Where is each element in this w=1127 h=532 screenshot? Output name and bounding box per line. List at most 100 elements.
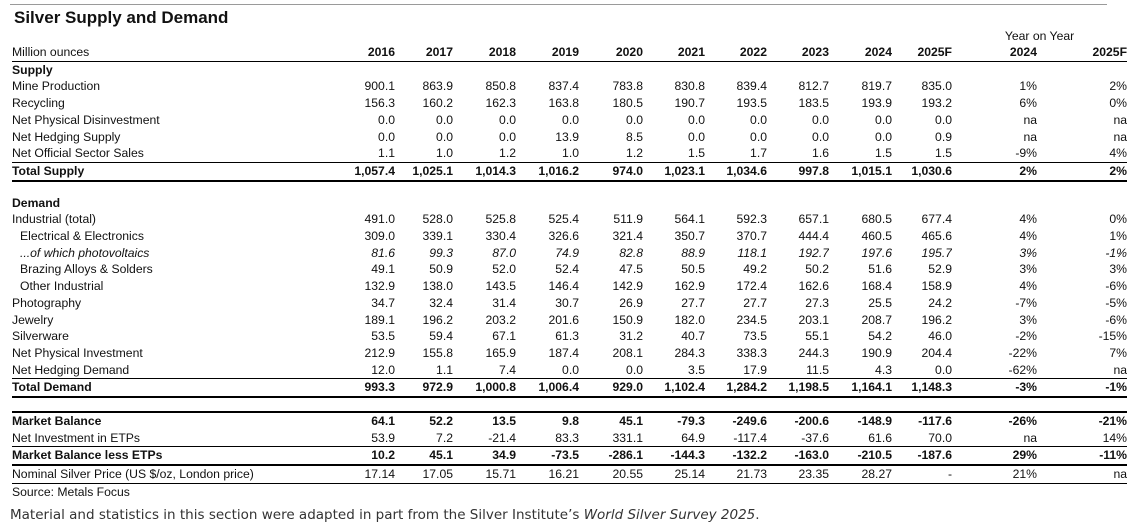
yoy-cell: 2% — [1037, 161, 1127, 182]
value-cell: 284.3 — [674, 345, 706, 360]
value-cell: 163.8 — [548, 96, 580, 111]
value-cell: 8.5 — [626, 129, 643, 144]
year-header: 2016 — [290, 44, 395, 62]
value-cell: 812.7 — [798, 79, 830, 94]
value-cell: 70.0 — [928, 430, 952, 445]
value-cell: 27.7 — [681, 295, 705, 310]
value-cell: 1,030.6 — [892, 161, 952, 182]
value-cell: 592.3 — [736, 212, 768, 227]
value-cell: 339.1 — [422, 229, 454, 244]
value-cell: 158.9 — [921, 279, 953, 294]
year-header: 2023 — [767, 44, 829, 62]
value-cell: 203.1 — [798, 312, 830, 327]
value-cell: 1.1 — [436, 362, 453, 377]
yoy-cell: na — [1037, 465, 1127, 484]
value-cell: 54.2 — [868, 329, 892, 344]
value-cell: 81.6 — [371, 245, 395, 260]
value-cell: 15.71 — [453, 465, 516, 484]
value-cell: 244.3 — [798, 345, 830, 360]
value-cell: 193.9 — [861, 96, 893, 111]
value-cell: 819.7 — [861, 79, 893, 94]
value-cell: -117.6 — [892, 411, 952, 430]
yoy-cell: -1% — [1037, 378, 1127, 399]
value-cell: 837.4 — [548, 79, 580, 94]
value-cell: 0.0 — [688, 129, 705, 144]
value-cell: 73.5 — [743, 329, 767, 344]
value-cell: 21.73 — [705, 465, 767, 484]
value-cell: -21.4 — [488, 430, 516, 445]
year-header: 2021 — [643, 44, 705, 62]
header-row: Million ounces 2016 2017 2018 2019 2020 … — [12, 44, 1127, 62]
value-cell: 25.5 — [868, 295, 892, 310]
row-label: Net Hedging Demand — [12, 362, 130, 377]
value-cell: 53.5 — [371, 329, 395, 344]
footnote: Material and statistics in this section … — [10, 507, 760, 523]
value-cell: 40.7 — [681, 329, 705, 344]
value-cell: 326.6 — [548, 229, 580, 244]
value-cell: 34.9 — [453, 446, 516, 467]
section-label: Supply — [12, 62, 53, 77]
value-cell: 146.4 — [548, 279, 580, 294]
value-cell: -286.1 — [579, 446, 643, 467]
value-cell: 974.0 — [579, 161, 643, 182]
value-cell: 47.5 — [619, 262, 643, 277]
table-row: Net Physical Investment 212.9 155.8 165.9 18… — [12, 345, 1127, 362]
value-cell: 0.0 — [562, 112, 579, 127]
value-cell: 67.1 — [492, 329, 516, 344]
value-cell: 45.1 — [579, 411, 643, 430]
value-cell: 45.1 — [395, 446, 453, 467]
value-cell: 1.5 — [875, 146, 892, 161]
value-cell: 7.2 — [436, 430, 453, 445]
value-cell: 59.4 — [429, 329, 453, 344]
value-cell: 204.4 — [921, 345, 953, 360]
total-row: Total Demand 993.3 972.9 1,000.8 1,006.4 929.… — [12, 378, 1127, 399]
table-row: Net Hedging Supply 0.0 0.0 0.0 13.9 8.5 0.0 0.0… — [12, 129, 1127, 146]
value-cell: 0.0 — [499, 112, 516, 127]
value-cell: 201.6 — [548, 312, 580, 327]
yoy-cell: 6% — [1019, 96, 1037, 111]
value-cell: 835.0 — [921, 79, 953, 94]
yoy-cell: 1% — [1109, 229, 1127, 244]
row-label: Net Hedging Supply — [12, 129, 121, 144]
value-cell: 330.4 — [485, 229, 517, 244]
value-cell: 88.9 — [681, 245, 705, 260]
value-cell: 196.2 — [921, 312, 953, 327]
value-cell: 680.5 — [861, 212, 893, 227]
value-cell: 30.7 — [555, 295, 579, 310]
row-label: Total Demand — [12, 378, 290, 399]
value-cell: 0.0 — [562, 362, 579, 377]
value-cell: 50.2 — [805, 262, 829, 277]
value-cell: 168.4 — [861, 279, 893, 294]
value-cell: 0.0 — [436, 112, 453, 127]
value-cell: 0.0 — [812, 129, 829, 144]
value-cell: 321.4 — [612, 229, 644, 244]
value-cell: 182.0 — [674, 312, 706, 327]
row-label: Other Industrial — [20, 279, 104, 294]
yoy-cell: 7% — [1109, 345, 1127, 360]
table-row: Net Official Sector Sales 1.1 1.0 1.2 1.0 1.2… — [12, 145, 1127, 162]
value-cell: 1,000.8 — [453, 378, 516, 399]
value-cell: 465.6 — [921, 229, 953, 244]
value-cell: 196.2 — [422, 312, 454, 327]
value-cell: -210.5 — [829, 446, 892, 467]
row-label: ...of which photovoltaics — [20, 245, 150, 260]
yoy-cell: -2% — [1015, 329, 1037, 344]
value-cell: -117.4 — [733, 430, 767, 445]
yoy-cell: 4% — [1019, 212, 1037, 227]
value-cell: 1,015.1 — [829, 161, 892, 182]
value-cell: 1,006.4 — [516, 378, 579, 399]
value-cell: 189.1 — [364, 312, 396, 327]
supply-demand-table: Year on Year Million ounces 2016 2017 20… — [12, 28, 1127, 501]
value-cell: 190.7 — [674, 96, 706, 111]
source-note: Source: Metals Focus — [12, 484, 130, 499]
value-cell: 28.27 — [829, 465, 892, 484]
row-label: Mine Production — [12, 79, 101, 94]
value-cell: 10.2 — [290, 446, 395, 467]
value-cell: 0.0 — [688, 112, 705, 127]
value-cell: 9.8 — [516, 411, 579, 430]
value-cell: 370.7 — [736, 229, 768, 244]
table-row: Brazing Alloys & Solders 49.1 50.9 52.0 52.4… — [12, 261, 1127, 278]
yoy-cell: -21% — [1037, 411, 1127, 430]
table-row: Net Hedging Demand 12.0 1.1 7.4 0.0 0.0 3.5 17.… — [12, 362, 1127, 379]
value-cell: 197.6 — [861, 245, 893, 260]
